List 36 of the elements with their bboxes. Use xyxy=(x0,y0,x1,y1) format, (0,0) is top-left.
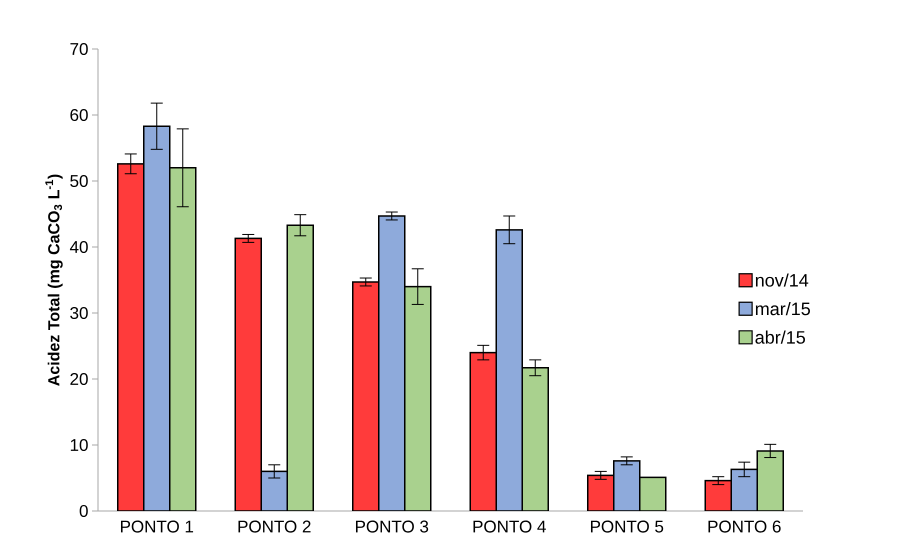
bar xyxy=(234,238,262,511)
legend-label: abr/15 xyxy=(755,330,805,344)
bar xyxy=(378,215,406,511)
y-tick-label: 30 xyxy=(70,306,88,320)
x-tick-label: PONTO 5 xyxy=(590,520,664,533)
bar xyxy=(117,163,144,511)
bar xyxy=(260,470,288,511)
x-tick-label: PONTO 6 xyxy=(708,520,781,533)
bar xyxy=(496,229,523,511)
bar xyxy=(404,286,432,511)
y-tick-label: 50 xyxy=(70,174,88,188)
y-tick-label: 10 xyxy=(70,438,88,452)
y-tick-label: 0 xyxy=(80,504,88,518)
y-tick-label: 20 xyxy=(70,372,88,386)
bar xyxy=(586,474,614,511)
legend-label: nov/14 xyxy=(756,273,808,287)
bar xyxy=(286,224,314,511)
bar xyxy=(639,476,666,511)
bar xyxy=(730,468,758,511)
bar xyxy=(613,460,640,511)
y-tick-label: 60 xyxy=(70,108,88,122)
x-tick-label: PONTO 2 xyxy=(238,520,311,533)
bar xyxy=(470,352,497,511)
y-tick-label: 40 xyxy=(70,240,88,254)
bar xyxy=(169,167,196,511)
bar xyxy=(352,281,380,511)
bar xyxy=(522,367,549,511)
x-tick-label: PONTO 1 xyxy=(120,520,194,533)
x-tick-label: PONTO 4 xyxy=(473,520,546,533)
y-axis-title: Acidez Total (mg CaCO$_{3}$ L$^{-1}$) xyxy=(45,174,63,386)
y-tick-label: 70 xyxy=(70,42,88,56)
bar xyxy=(704,480,732,511)
bar xyxy=(756,450,784,511)
legend-label: mar/15 xyxy=(756,302,810,316)
x-tick-label: PONTO 3 xyxy=(356,520,428,533)
bar xyxy=(143,125,170,511)
